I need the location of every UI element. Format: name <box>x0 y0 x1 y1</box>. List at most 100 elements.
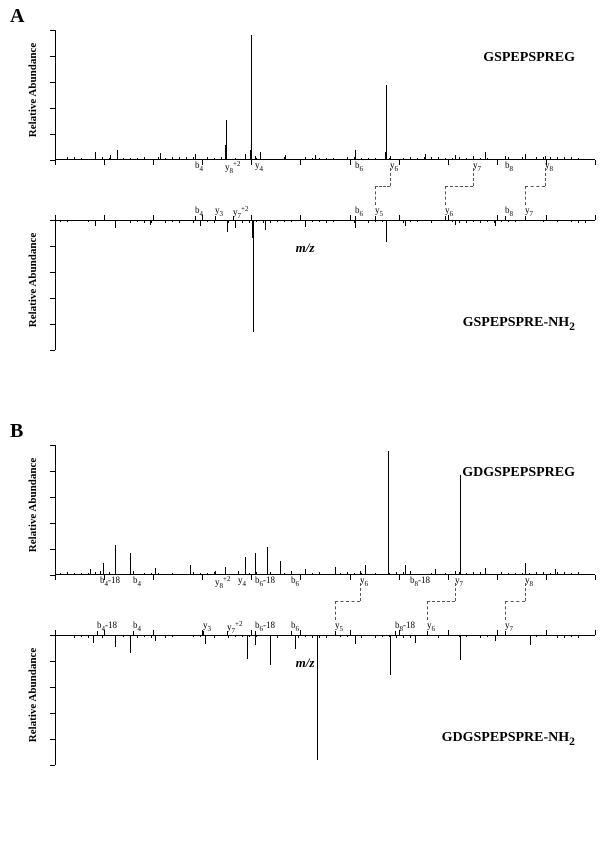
panel-a-top-spectrum: Relative Abundance GSPEPSPREG <box>55 30 595 160</box>
baseline-noise <box>249 220 250 223</box>
baseline-noise <box>466 635 467 637</box>
ion-label: y4 <box>238 575 246 588</box>
ion-connector <box>375 186 390 187</box>
spectrum-peak <box>270 635 271 665</box>
baseline-noise <box>459 220 460 223</box>
spectrum-peak <box>160 153 161 160</box>
baseline-noise <box>564 220 565 221</box>
ion-tick <box>255 571 256 575</box>
ion-label: y6 <box>390 160 398 173</box>
baseline-noise <box>529 635 530 636</box>
baseline-noise <box>256 220 257 222</box>
ion-connector <box>445 186 473 187</box>
baseline-noise <box>403 635 404 638</box>
baseline-noise <box>144 635 145 637</box>
baseline-noise <box>200 220 201 222</box>
ion-label: b8-18 <box>410 575 430 588</box>
baseline-noise <box>277 635 278 638</box>
ion-tick <box>525 571 526 575</box>
ion-label: y3 <box>203 620 211 633</box>
baseline-noise <box>277 220 278 222</box>
ion-connector <box>445 186 446 205</box>
baseline-noise <box>487 220 488 222</box>
x-tick <box>595 215 596 220</box>
ion-label: b8 <box>505 205 513 218</box>
ion-tick <box>410 571 411 575</box>
baseline-noise <box>305 220 306 222</box>
spectrum-peak <box>495 220 496 226</box>
ion-label: y8+2 <box>215 575 230 590</box>
baseline-noise <box>242 220 243 223</box>
ion-connector <box>455 583 456 601</box>
baseline-noise <box>543 220 544 222</box>
baseline-noise <box>102 220 103 221</box>
panel-b-top-peptide: GDGSPEPSPREG <box>462 465 575 481</box>
baseline-noise <box>207 220 208 222</box>
baseline-noise <box>417 220 418 222</box>
spectrum-peak <box>103 563 104 575</box>
panel-a-annotation: b4y8+2y4b6y6y7b8y8b4y3y7+2b6y5y6b8y7 <box>55 160 595 220</box>
spectrum-peak <box>460 635 461 660</box>
ion-label: y7 <box>505 620 513 633</box>
spectrum-peak <box>93 635 94 643</box>
ion-label: y8 <box>525 575 533 588</box>
baseline-noise <box>459 635 460 637</box>
baseline-noise <box>431 220 432 223</box>
baseline-noise <box>298 220 299 221</box>
ion-connector <box>525 186 526 205</box>
ion-connector <box>545 168 546 186</box>
baseline-noise <box>522 220 523 221</box>
baseline-noise <box>242 635 243 637</box>
spectrum-peak <box>115 545 116 575</box>
panel-a-top-peptide: GSPEPSPREG <box>483 50 575 66</box>
ion-tick <box>545 156 546 160</box>
ion-label: b6-18 <box>255 575 275 588</box>
baseline-noise <box>319 220 320 222</box>
spectrum-peak <box>317 635 318 760</box>
ion-label: y7 <box>455 575 463 588</box>
panel-a-top-ylabel: Relative Abundance <box>27 20 39 160</box>
spectrum-peak <box>365 565 366 575</box>
baseline-noise <box>578 220 579 223</box>
baseline-noise <box>473 635 474 636</box>
baseline-noise <box>172 635 173 637</box>
baseline-noise <box>564 635 565 638</box>
baseline-noise <box>557 220 558 222</box>
x-tick <box>595 575 596 580</box>
baseline-noise <box>88 635 89 638</box>
baseline-noise <box>305 635 306 637</box>
baseline-noise <box>235 220 236 221</box>
ion-tick <box>473 156 474 160</box>
baseline-noise <box>67 635 68 636</box>
spectrum-peak <box>117 150 118 160</box>
ion-label: b6-18 <box>255 620 275 633</box>
baseline-noise <box>340 220 341 221</box>
baseline-noise <box>284 635 285 636</box>
spectrum-peak <box>295 635 296 649</box>
baseline-noise <box>312 220 313 222</box>
baseline-noise <box>165 220 166 223</box>
ion-label: y7 <box>525 205 533 218</box>
baseline-noise <box>193 635 194 637</box>
spectrum-peak <box>226 120 227 160</box>
baseline-noise <box>424 635 425 636</box>
baseline-noise <box>179 635 180 636</box>
baseline-noise <box>116 220 117 221</box>
baseline-noise <box>375 635 376 638</box>
ion-label: y7+2 <box>233 205 248 220</box>
baseline-noise <box>438 220 439 221</box>
baseline-noise <box>200 635 201 637</box>
spectrum-peak <box>265 220 266 230</box>
ion-label: b4-18 <box>100 575 120 588</box>
spectrum-peak <box>115 220 116 228</box>
spectrum-peak <box>267 547 268 575</box>
baseline-noise <box>473 220 474 222</box>
y-tick <box>50 350 55 351</box>
baseline-noise <box>158 635 159 636</box>
baseline-noise <box>536 220 537 221</box>
spectrum-peak <box>386 220 387 242</box>
spectrum-peak <box>155 568 156 575</box>
baseline-noise <box>389 635 390 637</box>
baseline-noise <box>221 635 222 636</box>
panel-a-bottom-spectrum: Relative Abundance GSPEPSPRE-NH2 m/z <box>55 220 595 350</box>
